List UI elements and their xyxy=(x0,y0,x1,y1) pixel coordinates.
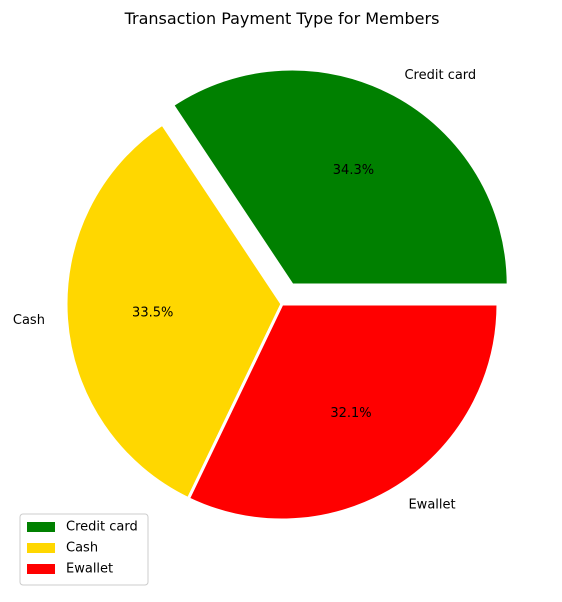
legend-swatch-credit-card xyxy=(27,522,55,532)
legend-label-credit-card: Credit card xyxy=(66,520,138,535)
slice-label-credit-card: Credit card xyxy=(404,68,476,83)
legend: Credit card Cash Ewallet xyxy=(19,513,149,586)
slice-percent-ewallet: 32.1% xyxy=(330,406,371,421)
legend-label-cash: Cash xyxy=(66,541,98,556)
slice-percent-credit-card: 34.3% xyxy=(333,163,374,178)
legend-entries: Credit card Cash Ewallet xyxy=(27,520,138,577)
slice-category-labels: Credit card Cash Ewallet xyxy=(13,68,476,513)
legend-swatch-ewallet xyxy=(27,564,55,574)
pie-slice-credit-card xyxy=(171,67,510,287)
pie-slices xyxy=(64,67,510,522)
chart-title: Transaction Payment Type for Members xyxy=(124,9,440,28)
slice-percent-cash: 33.5% xyxy=(132,305,173,320)
pie-slice-cash xyxy=(64,122,284,501)
slice-percent-labels: 34.3% 33.5% 32.1% xyxy=(132,163,374,421)
legend-swatch-cash xyxy=(27,543,55,553)
pie-slice-ewallet xyxy=(186,302,500,522)
slice-label-cash: Cash xyxy=(13,313,45,328)
slice-label-ewallet: Ewallet xyxy=(408,498,455,513)
legend-label-ewallet: Ewallet xyxy=(66,562,113,577)
